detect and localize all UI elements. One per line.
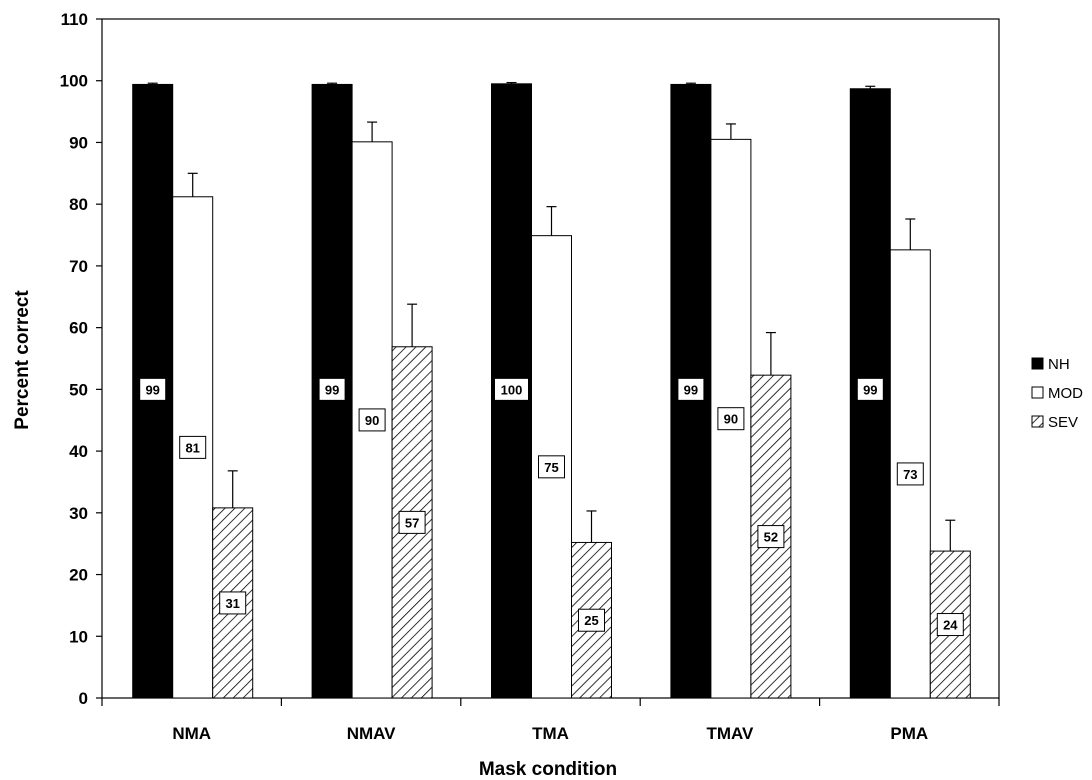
data-label-box [538, 455, 565, 479]
x-axis-title: Mask condition [479, 759, 617, 780]
data-label-box [358, 408, 386, 432]
bar-group: 99 [311, 82, 353, 699]
bar-group: 52 [750, 331, 792, 699]
y-axis: 0 10 20 30 40 50 60 70 80 90 100 110 [60, 10, 102, 708]
legend-swatch [1031, 415, 1044, 428]
data-label-box [318, 377, 346, 401]
data-label-box [677, 377, 705, 401]
legend-label: NH [1048, 356, 1070, 373]
legend-label: SEV [1048, 414, 1078, 431]
bars: 99 99 100 99 99 81 90 75 90 73 31 57 25 52 24 [132, 81, 971, 699]
legend-item-mod: MOD [1031, 385, 1083, 402]
bar-group: 99 [849, 85, 891, 699]
data-label: 99 [145, 382, 159, 397]
data-label: 75 [544, 460, 558, 475]
legend-item-nh: NH [1031, 356, 1070, 373]
data-label: 81 [185, 440, 199, 455]
data-label-box [896, 462, 924, 486]
bar-group: 99 [132, 82, 174, 699]
data-label-box [219, 591, 247, 615]
data-label: 73 [903, 467, 917, 482]
y-tick-label: 80 [69, 195, 88, 214]
legend-label: MOD [1048, 385, 1083, 402]
bar-group: 73 [889, 218, 931, 699]
data-label: 99 [325, 382, 339, 397]
data-label: 52 [764, 530, 778, 545]
legend: NH MOD SEV [1031, 356, 1083, 431]
bar-group: 90 [351, 121, 393, 699]
data-label-box [757, 525, 785, 549]
bar-group: 57 [391, 303, 433, 699]
y-tick-label: 30 [69, 504, 88, 523]
bar-group: 75 [531, 206, 572, 699]
y-tick-label: 90 [69, 133, 88, 152]
data-label: 99 [863, 382, 877, 397]
y-tick-label: 70 [69, 257, 88, 276]
x-tick-label: TMAV [706, 724, 754, 743]
data-label: 31 [225, 596, 239, 611]
data-label: 25 [584, 613, 598, 628]
legend-item-sev: SEV [1031, 414, 1078, 431]
bar-group: 100 [491, 81, 532, 699]
x-tick-label: NMAV [347, 724, 396, 743]
bar-group: 90 [710, 123, 752, 699]
data-label: 57 [405, 515, 419, 530]
y-tick-label: 50 [69, 380, 88, 399]
data-label-box [179, 435, 207, 459]
y-tick-label: 60 [69, 319, 88, 338]
x-tick-label: TMA [532, 724, 569, 743]
y-axis-title: Percent correct [12, 290, 33, 430]
y-tick-label: 20 [69, 566, 88, 585]
data-label: 90 [724, 412, 738, 427]
data-label-box [936, 613, 964, 637]
y-tick-label: 0 [79, 689, 88, 708]
x-axis: NMA NMAV TMA TMAV PMA [101, 698, 1000, 743]
data-label: 90 [365, 413, 379, 428]
data-label-box [578, 608, 605, 632]
bar-group: 81 [172, 172, 214, 699]
legend-swatch [1031, 357, 1044, 370]
y-tick-label: 100 [60, 72, 88, 91]
bar-group: 99 [670, 82, 712, 699]
data-label-box [717, 407, 745, 431]
y-tick-label: 40 [69, 442, 88, 461]
bar-group: 31 [212, 470, 254, 699]
y-tick-label: 10 [69, 627, 88, 646]
bar-group: 25 [571, 510, 612, 699]
legend-swatch [1031, 386, 1044, 399]
data-label: 24 [943, 618, 958, 633]
x-tick-label: NMA [172, 724, 211, 743]
data-label: 99 [684, 382, 698, 397]
data-label-box [139, 377, 167, 401]
bar-group: 24 [929, 519, 971, 699]
data-label-box [494, 377, 529, 401]
data-label: 100 [501, 382, 523, 397]
data-label-box [856, 377, 884, 401]
y-tick-label: 110 [61, 10, 88, 29]
x-tick-label: PMA [890, 724, 928, 743]
data-label-box [398, 510, 426, 534]
